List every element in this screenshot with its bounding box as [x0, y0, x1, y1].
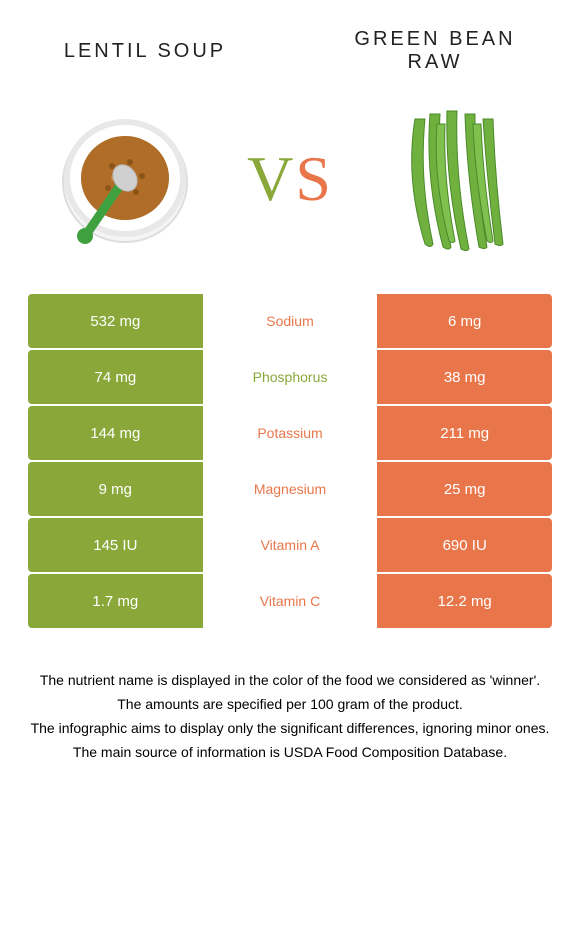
nutrient-label-cell: Vitamin A: [203, 518, 378, 572]
left-value-cell: 144 mg: [28, 406, 203, 460]
left-value-cell: 145 IU: [28, 518, 203, 572]
table-row: 74 mgPhosphorus38 mg: [28, 350, 552, 406]
vs-v-letter: V: [247, 143, 295, 214]
footer-line-3: The infographic aims to display only the…: [30, 718, 550, 739]
nutrient-label-cell: Potassium: [203, 406, 378, 460]
right-value-cell: 690 IU: [377, 518, 552, 572]
left-value-cell: 74 mg: [28, 350, 203, 404]
table-row: 9 mgMagnesium25 mg: [28, 462, 552, 518]
table-row: 144 mgPotassium211 mg: [28, 406, 552, 462]
footer-line-1: The nutrient name is displayed in the co…: [30, 670, 550, 691]
table-row: 1.7 mgVitamin C12.2 mg: [28, 574, 552, 630]
images-row: VS: [0, 74, 580, 294]
nutrient-label-cell: Magnesium: [203, 462, 378, 516]
footer-line-2: The amounts are specified per 100 gram o…: [30, 694, 550, 715]
footer-line-4: The main source of information is USDA F…: [30, 742, 550, 763]
header-titles: Lentil soup Green bean raw: [0, 0, 580, 74]
right-value-cell: 25 mg: [377, 462, 552, 516]
right-value-cell: 6 mg: [377, 294, 552, 348]
vs-label: VS: [247, 142, 333, 216]
table-row: 532 mgSodium6 mg: [28, 294, 552, 350]
vs-s-letter: S: [295, 143, 333, 214]
right-value-cell: 12.2 mg: [377, 574, 552, 628]
left-value-cell: 532 mg: [28, 294, 203, 348]
footer-notes: The nutrient name is displayed in the co…: [0, 630, 580, 763]
nutrient-label-cell: Phosphorus: [203, 350, 378, 404]
nutrient-label-cell: Vitamin C: [203, 574, 378, 628]
table-row: 145 IUVitamin A690 IU: [28, 518, 552, 574]
comparison-table: 532 mgSodium6 mg74 mgPhosphorus38 mg144 …: [0, 294, 580, 630]
left-value-cell: 9 mg: [28, 462, 203, 516]
green-beans-icon: [370, 94, 540, 264]
right-food-title: Green bean raw: [330, 28, 540, 74]
right-value-cell: 38 mg: [377, 350, 552, 404]
nutrient-label-cell: Sodium: [203, 294, 378, 348]
lentil-soup-icon: [40, 94, 210, 264]
right-value-cell: 211 mg: [377, 406, 552, 460]
left-value-cell: 1.7 mg: [28, 574, 203, 628]
left-food-title: Lentil soup: [40, 40, 250, 63]
